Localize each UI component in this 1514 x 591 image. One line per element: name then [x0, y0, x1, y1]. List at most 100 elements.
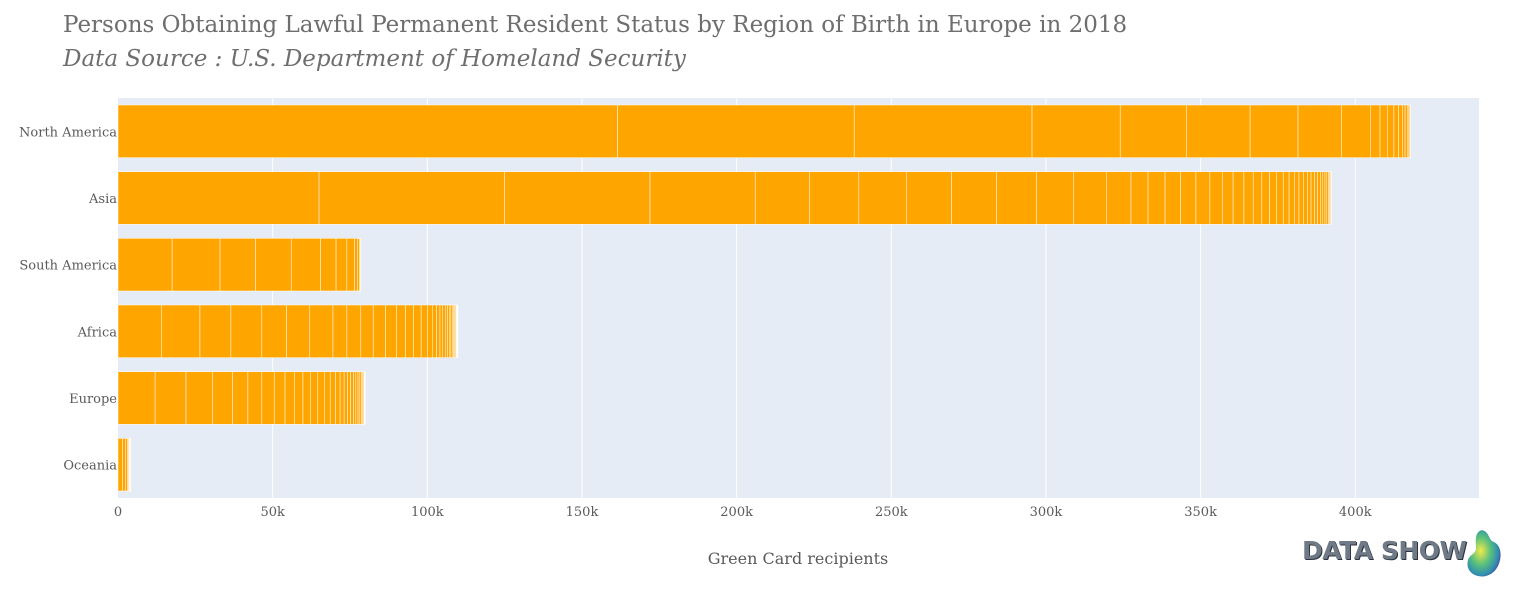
bar-segment[interactable]: [1130, 171, 1149, 225]
bar-segment[interactable]: [350, 371, 354, 425]
bar-segment[interactable]: [324, 371, 331, 425]
bar-segment[interactable]: [359, 238, 362, 292]
bar-segment[interactable]: [309, 304, 334, 358]
bar-segment[interactable]: [1320, 171, 1324, 225]
bar-segment[interactable]: [1243, 171, 1254, 225]
bar-segment[interactable]: [1324, 171, 1328, 225]
bar-segment[interactable]: [117, 438, 123, 492]
bar-segment[interactable]: [302, 371, 311, 425]
bar-segment[interactable]: [1252, 171, 1263, 225]
bar-segment[interactable]: [1298, 171, 1304, 225]
bar-segment[interactable]: [858, 171, 908, 225]
bar-segment[interactable]: [212, 371, 233, 425]
bar-segment[interactable]: [1222, 171, 1234, 225]
bar-segment[interactable]: [427, 304, 433, 358]
bar-segment[interactable]: [853, 104, 1033, 158]
bar-segment[interactable]: [1307, 171, 1312, 225]
bar-segment[interactable]: [117, 371, 156, 425]
bar-segment[interactable]: [1036, 171, 1075, 225]
bar-segment[interactable]: [346, 238, 355, 292]
bar-segment[interactable]: [117, 238, 173, 292]
bar-segment[interactable]: [343, 371, 348, 425]
bar-segment[interactable]: [372, 304, 386, 358]
bar-segment[interactable]: [432, 304, 437, 358]
bar-segment[interactable]: [405, 304, 414, 358]
bar-segment[interactable]: [286, 304, 311, 358]
bar-segment[interactable]: [1314, 171, 1318, 225]
bar-segment[interactable]: [1106, 171, 1132, 225]
bar-segment[interactable]: [413, 304, 422, 358]
bar-segment[interactable]: [318, 171, 505, 225]
bar-segment[interactable]: [1186, 104, 1251, 158]
bar-segment[interactable]: [1261, 171, 1270, 225]
bar-segment[interactable]: [294, 371, 304, 425]
bar-segment[interactable]: [355, 371, 359, 425]
bar-segment[interactable]: [125, 438, 128, 492]
bar-segment[interactable]: [346, 304, 362, 358]
bar-segment[interactable]: [1232, 171, 1245, 225]
bar-segment[interactable]: [332, 304, 348, 358]
bar-segment[interactable]: [754, 171, 810, 225]
bar-segment[interactable]: [117, 304, 162, 358]
bar-segment[interactable]: [353, 371, 357, 425]
bar-segment[interactable]: [1402, 104, 1406, 158]
bar-segment[interactable]: [290, 238, 321, 292]
bar-segment[interactable]: [1310, 171, 1315, 225]
bar-segment[interactable]: [339, 371, 345, 425]
bar-segment[interactable]: [1370, 104, 1381, 158]
bar-segment[interactable]: [1209, 171, 1223, 225]
bar-segment[interactable]: [1249, 104, 1299, 158]
bar-segment[interactable]: [1294, 171, 1300, 225]
bar-segment[interactable]: [335, 238, 348, 292]
bar-segment[interactable]: [284, 371, 295, 425]
bar-segment[interactable]: [1379, 104, 1389, 158]
bar-segment[interactable]: [360, 304, 374, 358]
bar-segment[interactable]: [1303, 171, 1308, 225]
bar-segment[interactable]: [617, 104, 855, 158]
bar-segment[interactable]: [996, 171, 1037, 225]
bar-segment[interactable]: [1147, 171, 1166, 225]
bar-segment[interactable]: [247, 371, 263, 425]
bar-segment[interactable]: [273, 371, 286, 425]
bar-segment[interactable]: [396, 304, 406, 358]
bar-segment[interactable]: [1276, 171, 1284, 225]
bar-segment[interactable]: [199, 304, 232, 358]
bar-segment[interactable]: [354, 238, 358, 292]
bar-segment[interactable]: [809, 171, 860, 225]
bar-segment[interactable]: [1317, 171, 1321, 225]
bar-segment[interactable]: [255, 238, 292, 292]
bar-segment[interactable]: [347, 371, 351, 425]
bar-segment[interactable]: [1073, 171, 1107, 225]
bar-segment[interactable]: [1180, 171, 1197, 225]
bar-segment[interactable]: [1195, 171, 1211, 225]
bar-segment[interactable]: [185, 371, 213, 425]
bar-segment[interactable]: [420, 304, 428, 358]
bar-segment[interactable]: [1341, 104, 1371, 158]
bar-segment[interactable]: [436, 304, 441, 358]
bar-segment[interactable]: [357, 371, 361, 425]
bar-segment[interactable]: [1282, 171, 1290, 225]
bar-segment[interactable]: [1398, 104, 1403, 158]
bar-segment[interactable]: [1297, 104, 1342, 158]
bar-segment[interactable]: [261, 304, 287, 358]
bar-segment[interactable]: [1404, 104, 1408, 158]
bar-segment[interactable]: [504, 171, 651, 225]
bar-segment[interactable]: [230, 304, 263, 358]
bar-segment[interactable]: [122, 438, 126, 492]
bar-segment[interactable]: [951, 171, 997, 225]
bar-segment[interactable]: [329, 371, 336, 425]
bar-segment[interactable]: [117, 171, 320, 225]
bar-segment[interactable]: [232, 371, 249, 425]
bar-segment[interactable]: [117, 104, 618, 158]
bar-segment[interactable]: [219, 238, 256, 292]
bar-segment[interactable]: [171, 238, 221, 292]
bar-segment[interactable]: [439, 304, 444, 358]
bar-segment[interactable]: [261, 371, 275, 425]
bar-segment[interactable]: [442, 304, 446, 358]
bar-segment[interactable]: [385, 304, 397, 358]
bar-segment[interactable]: [1031, 104, 1121, 158]
bar-segment[interactable]: [906, 171, 952, 225]
bar-segment[interactable]: [1164, 171, 1181, 225]
bar-segment[interactable]: [317, 371, 325, 425]
bar-segment[interactable]: [320, 238, 337, 292]
